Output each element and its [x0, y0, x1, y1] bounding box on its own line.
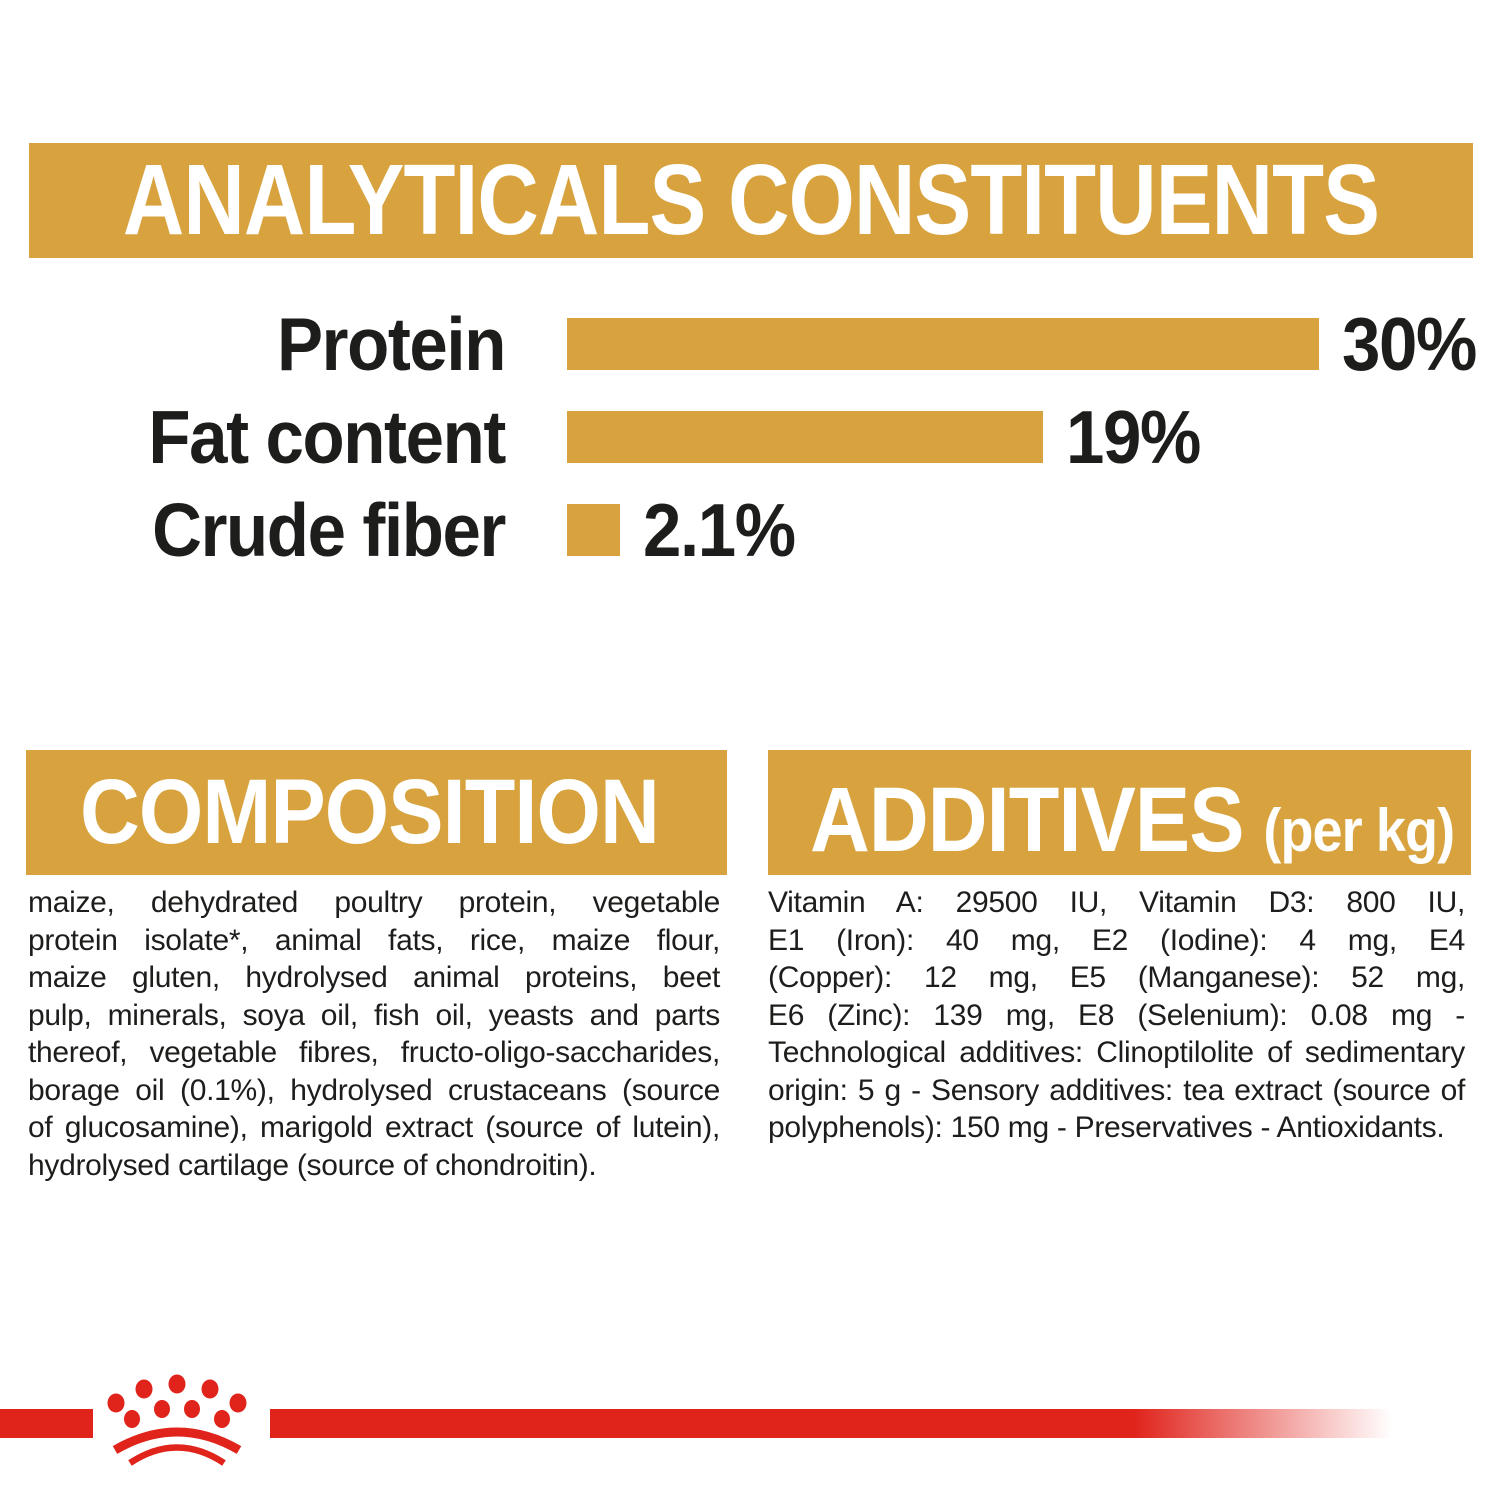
text-line: borage oil (0.1%), hydrolysed crustacean…	[28, 1073, 720, 1107]
text-line: E6 (Zinc): 139 mg, E8 (Selenium): 0.08 m…	[768, 998, 1465, 1032]
composition-title: COMPOSITION	[80, 761, 660, 863]
text-line: E1 (Iron): 40 mg, E2 (Iodine): 4 mg, E4	[768, 923, 1465, 957]
additives-per-kg-label: (per kg)	[1263, 797, 1455, 864]
additives-title-group: ADDITIVES (per kg)	[810, 768, 1455, 873]
analytical-constituents-chart: Protein 30% Fat content 19% Crude fiber …	[60, 302, 1490, 597]
bar-label-fat: Fat content	[148, 395, 506, 479]
text-line: maize, dehydrated poultry protein, veget…	[28, 886, 720, 919]
crown-dot-outer-5	[229, 1393, 247, 1413]
additives-text: Vitamin A: 29500 IU, Vitamin D3: 800 IU,…	[768, 884, 1465, 1147]
chart-row-fiber: Crude fiber 2.1%	[60, 488, 1490, 572]
bar-value-fat: 19%	[1066, 395, 1201, 479]
bar-label-protein: Protein	[276, 302, 506, 386]
chart-row-fat: Fat content 19%	[60, 395, 1490, 479]
bar-fiber	[567, 504, 620, 556]
additives-banner: ADDITIVES (per kg)	[768, 750, 1471, 875]
crown-dot-outer-1	[107, 1393, 125, 1413]
crown-arc-outer	[112, 1427, 242, 1454]
bar-fat	[567, 411, 1043, 463]
crown-dot-inner-3	[184, 1400, 200, 1418]
bar-label-fiber: Crude fiber	[152, 488, 506, 572]
text-line: pulp, minerals, soya oil, fish oil, yeas…	[28, 998, 720, 1032]
text-line: maize gluten, hydrolysed animal proteins…	[28, 961, 720, 994]
crown-dot-inner-2	[154, 1400, 170, 1418]
text-line: Vitamin A: 29500 IU, Vitamin D3: 800 IU,	[768, 886, 1465, 919]
composition-text: maize, dehydrated poultry protein, veget…	[28, 884, 720, 1184]
analyticals-title: ANALYTICALS CONSTITUENTS	[122, 144, 1380, 256]
text-line: hydrolysed cartilage (source of chondroi…	[28, 1148, 597, 1182]
crown-arc-inner	[128, 1444, 226, 1466]
crown-dot-outer-4	[201, 1379, 219, 1399]
royal-canin-crown-logo	[107, 1374, 247, 1466]
analyticals-banner: ANALYTICALS CONSTITUENTS	[29, 143, 1473, 258]
chart-row-protein: Protein 30%	[60, 302, 1490, 386]
text-line: origin: 5 g - Sensory additives: tea ext…	[768, 1073, 1465, 1107]
bar-protein	[567, 318, 1319, 370]
crown-dot-inner-1	[124, 1410, 140, 1428]
brand-stripe-right	[270, 1409, 1392, 1438]
brand-stripe-left	[0, 1409, 93, 1438]
text-line: of glucosamine), marigold extract (sourc…	[28, 1111, 720, 1144]
text-line: protein isolate*, animal fats, rice, mai…	[28, 923, 720, 957]
crown-dot-outer-2	[135, 1379, 153, 1399]
text-line: polyphenols): 150 mg - Preservatives - A…	[768, 1111, 1445, 1144]
bar-value-protein: 30%	[1342, 302, 1477, 386]
additives-title: ADDITIVES	[810, 769, 1244, 871]
text-line: thereof, vegetable fibres, fructo-oligo-…	[28, 1036, 720, 1069]
composition-banner: COMPOSITION	[26, 750, 727, 875]
crown-dot-outer-3	[168, 1374, 186, 1394]
bar-value-fiber: 2.1%	[643, 488, 796, 572]
text-line: (Copper): 12 mg, E5 (Manganese): 52 mg,	[768, 961, 1465, 994]
crown-dot-inner-4	[214, 1410, 230, 1428]
text-line: Technological additives: Clinoptilolite …	[768, 1036, 1465, 1069]
